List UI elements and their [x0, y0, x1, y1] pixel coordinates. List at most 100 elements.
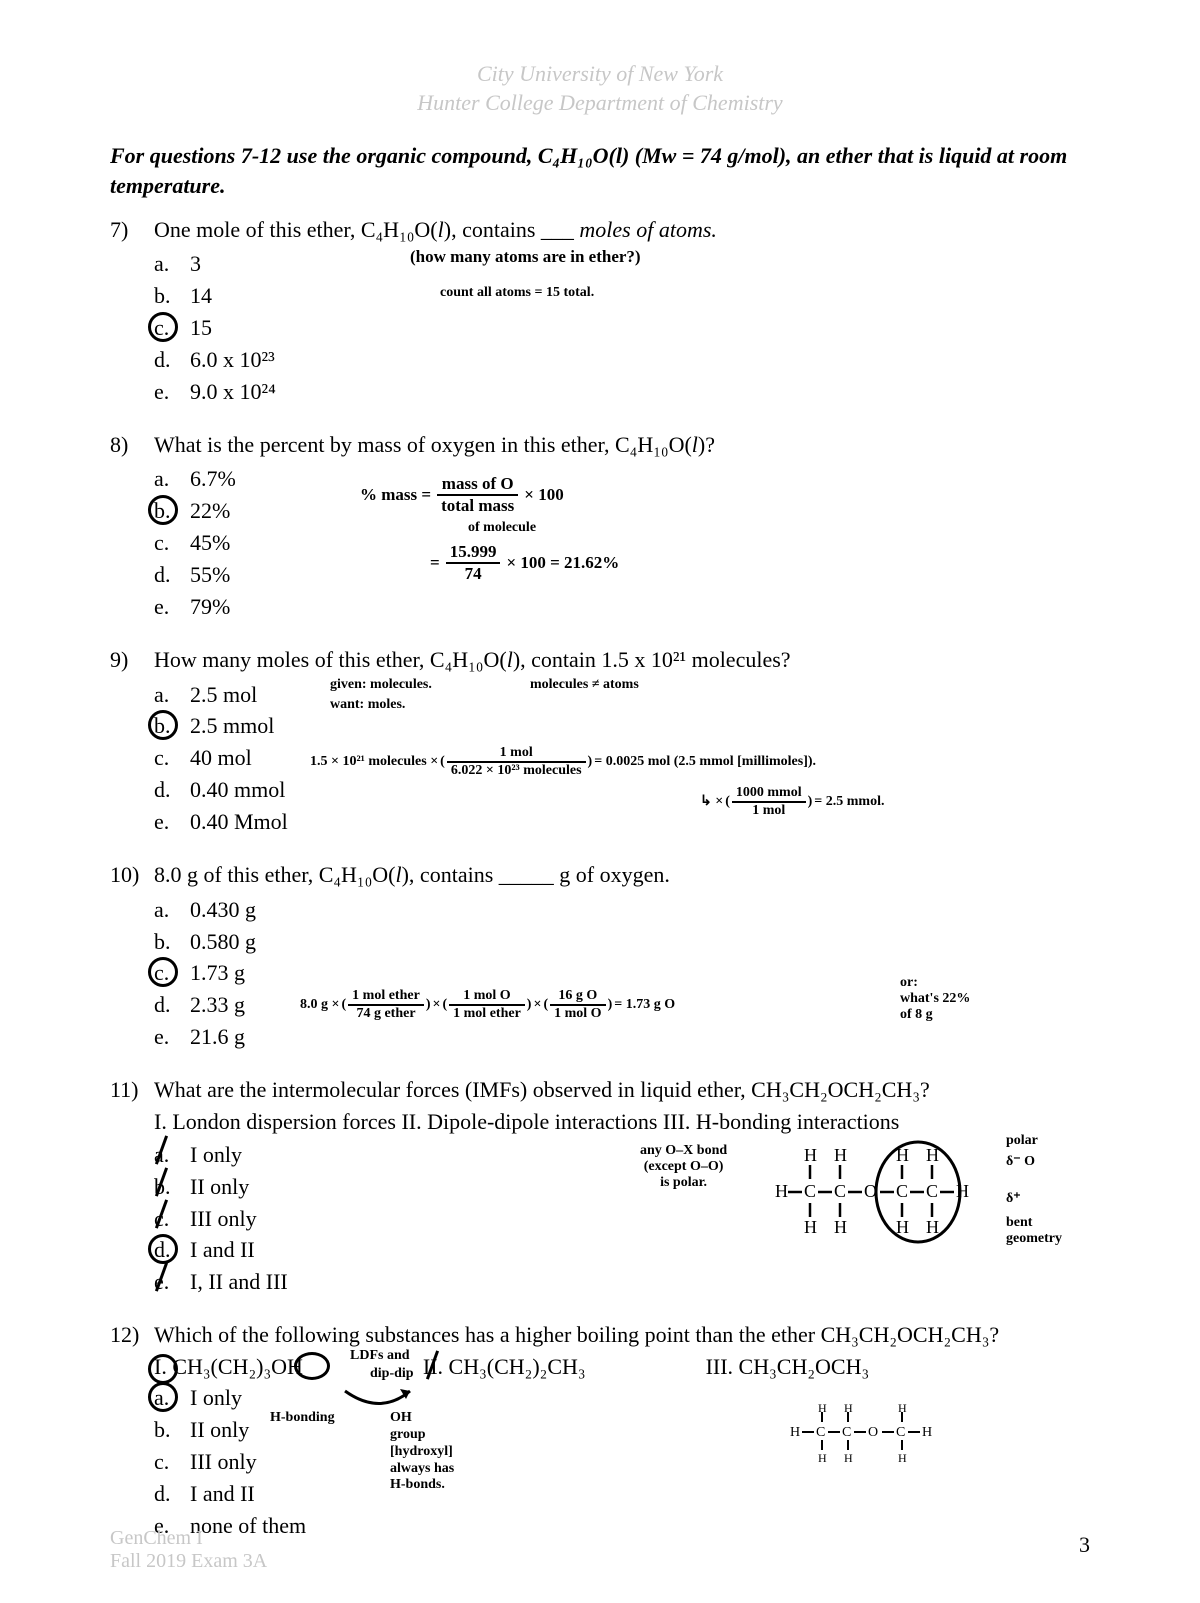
svg-text:H: H	[844, 1404, 853, 1415]
circled-answer-icon	[148, 710, 178, 740]
q11-c-letter: c.	[154, 1203, 180, 1235]
q8-number: 8)	[110, 430, 144, 460]
q11-hw-side: polar δ⁻ O δ⁺ bent geometry	[1006, 1133, 1090, 1247]
q11-number: 11)	[110, 1075, 144, 1105]
q11-d: I and II	[190, 1234, 255, 1266]
q7-e-letter: e.	[154, 376, 180, 408]
q12-d: I and II	[190, 1478, 255, 1510]
svg-text:C: C	[896, 1181, 908, 1201]
svg-text:H: H	[922, 1425, 932, 1440]
q9-a: 2.5 mol	[190, 679, 257, 711]
q7-a-letter: a.	[154, 248, 180, 280]
q10-c: 1.73 g	[190, 957, 245, 989]
q9-c-letter: c.	[154, 742, 180, 774]
q12-d-letter: d.	[154, 1478, 180, 1510]
question-10: 10) 8.0 g of this ether, C₄H₁₀O(l), cont…	[110, 860, 1090, 1053]
q12-choices-row: I. CH₃(CH₂)₃OH II. CH₃(CH₂)₂CH₃ III. CH₃…	[154, 1354, 1090, 1380]
q9-stem: How many moles of this ether, C₄H₁₀O(l),…	[154, 645, 791, 675]
q9-hw-want: want: moles.	[330, 697, 405, 713]
q7-stem: One mole of this ether, C₄H₁₀O(l), conta…	[154, 215, 717, 245]
circled-answer-icon	[148, 1382, 178, 1412]
question-12: 12) Which of the following substances ha…	[110, 1320, 1090, 1541]
q8-handwriting-sub: of molecule	[468, 520, 536, 536]
q8-c: 45%	[190, 527, 230, 559]
circled-answer-icon	[148, 495, 178, 525]
q9-d-letter: d.	[154, 774, 180, 806]
strike-icon	[152, 1201, 174, 1231]
q11-substem: I. London dispersion forces II. Dipole-d…	[154, 1109, 1090, 1135]
svg-text:H: H	[790, 1425, 800, 1440]
q11-d-letter: d.	[154, 1234, 180, 1266]
q7-number: 7)	[110, 215, 144, 245]
q11-c: III only	[190, 1203, 257, 1235]
q11-a-letter: a.	[154, 1139, 180, 1171]
q9-hw-calc1: 1.5 × 10²¹ molecules × ( 1 mol6.022 × 10…	[310, 745, 816, 779]
q8-d-letter: d.	[154, 559, 180, 591]
svg-text:C: C	[896, 1425, 905, 1440]
q12-hw-top1: LDFs and	[350, 1348, 410, 1364]
q11-hw-note: any O–X bond (except O–O) is polar.	[640, 1143, 727, 1191]
svg-text:H: H	[896, 1217, 909, 1237]
q11-e-letter: e.	[154, 1266, 180, 1298]
q10-b: 0.580 g	[190, 926, 256, 958]
q8-handwriting-eq2: = 15.99974 × 100 = 21.62%	[430, 542, 619, 584]
svg-text:H: H	[818, 1404, 827, 1415]
q11-b-letter: b.	[154, 1171, 180, 1203]
q8-b: 22%	[190, 495, 230, 527]
circled-answer-icon	[148, 1234, 178, 1264]
circled-oh-icon	[294, 1352, 330, 1380]
q7-d: 6.0 x 10²³	[190, 344, 275, 376]
q8-b-letter: b.	[154, 495, 180, 527]
header-line-1: City University of New York	[110, 60, 1090, 89]
q8-e: 79%	[190, 591, 230, 623]
q9-hw-note: molecules ≠ atoms	[530, 677, 639, 693]
q7-b-letter: b.	[154, 280, 180, 312]
svg-text:H: H	[834, 1145, 847, 1165]
svg-text:C: C	[926, 1181, 938, 1201]
q9-a-letter: a.	[154, 679, 180, 711]
q10-e-letter: e.	[154, 1021, 180, 1053]
q10-hw-side: or: what's 22% of 8 g	[900, 975, 970, 1023]
q12-c-letter: c.	[154, 1446, 180, 1478]
q11-a: I only	[190, 1139, 242, 1171]
svg-text:H: H	[818, 1451, 827, 1464]
q12-hw-hbond: H-bonding	[270, 1410, 335, 1426]
q7-a: 3	[190, 248, 201, 280]
q11-b: II only	[190, 1171, 249, 1203]
q10-number: 10)	[110, 860, 144, 890]
page-header: City University of New York Hunter Colle…	[110, 60, 1090, 117]
circled-answer-icon	[148, 312, 178, 342]
q11-e: I, II and III	[190, 1266, 288, 1298]
q9-number: 9)	[110, 645, 144, 675]
q9-b: 2.5 mmol	[190, 710, 274, 742]
footer-left: GenChem I Fall 2019 Exam 3A	[110, 1527, 267, 1573]
q8-e-letter: e.	[154, 591, 180, 623]
svg-text:C: C	[816, 1425, 825, 1440]
q7-e: 9.0 x 10²⁴	[190, 376, 276, 408]
svg-text:C: C	[842, 1425, 851, 1440]
page: City University of New York Hunter Colle…	[0, 0, 1200, 1603]
q7-b: 14	[190, 280, 212, 312]
circled-roman-icon	[148, 1354, 178, 1384]
svg-text:H: H	[775, 1181, 788, 1201]
q9-hw-calc2: ↳ × ( 1000 mmol1 mol) = 2.5 mmol.	[700, 785, 884, 819]
svg-text:H: H	[804, 1145, 817, 1165]
q9-b-letter: b.	[154, 710, 180, 742]
svg-text:H: H	[804, 1217, 817, 1237]
question-7: 7) One mole of this ether, C₄H₁₀O(l), co…	[110, 215, 1090, 408]
q9-hw-given: given: molecules.	[330, 677, 432, 693]
q10-d: 2.33 g	[190, 989, 245, 1021]
q10-a: 0.430 g	[190, 894, 256, 926]
q12-hw-oh: OH group [hydroxyl] always has H-bonds.	[390, 1410, 454, 1494]
q8-stem: What is the percent by mass of oxygen in…	[154, 430, 715, 460]
ether-structure-diagram: H C H H C H H O C H H C H H H	[770, 1137, 1000, 1247]
circled-answer-icon	[148, 957, 178, 987]
q10-c-letter: c.	[154, 957, 180, 989]
question-9: 9) How many moles of this ether, C₄H₁₀O(…	[110, 645, 1090, 838]
small-ether-structure: H C H H C H H O C H H H	[790, 1404, 990, 1464]
q10-a-letter: a.	[154, 894, 180, 926]
svg-text:H: H	[898, 1451, 907, 1464]
q7-d-letter: d.	[154, 344, 180, 376]
q7-handwriting-1: (how many atoms are in ether?)	[410, 247, 641, 267]
q10-e: 21.6 g	[190, 1021, 245, 1053]
